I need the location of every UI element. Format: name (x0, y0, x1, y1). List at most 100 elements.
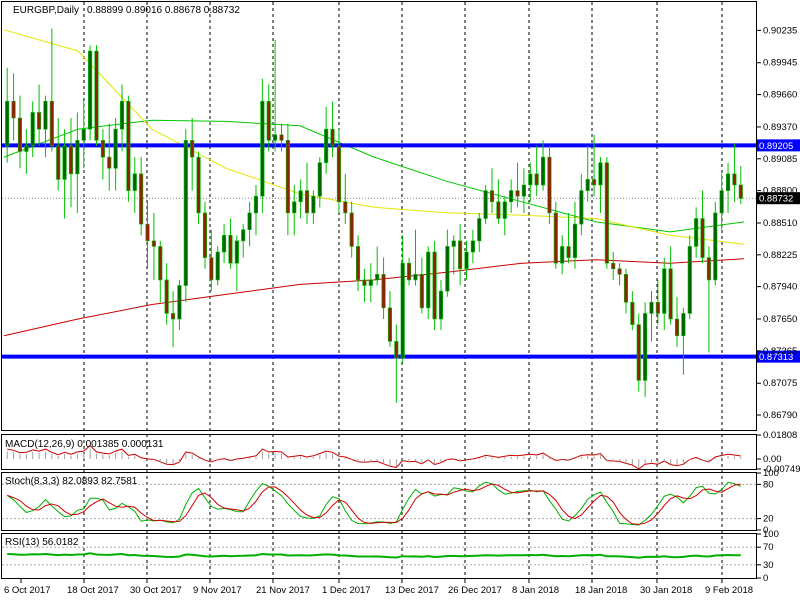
x-tick-label: 13 Dec 2017 (385, 585, 439, 596)
candle-body (126, 100, 131, 191)
candle-body (304, 190, 310, 214)
candle-body (215, 251, 220, 281)
chart-header-ohlc: 0.88899 0.89016 0.88678 0.88732 (87, 5, 240, 16)
x-tick-label: 6 Oct 2017 (4, 585, 50, 596)
candle-body (687, 246, 692, 314)
candle-body (579, 190, 584, 225)
candle-body (17, 117, 23, 152)
candle-body (37, 112, 42, 130)
x-tick-label: 21 Nov 2017 (256, 585, 310, 596)
stoch-tick-label: 0 (763, 525, 768, 536)
candle-body (234, 240, 239, 264)
candle-body (164, 279, 169, 314)
candle-body (375, 274, 380, 281)
candle-body (700, 218, 705, 258)
stoch-tick-label: 80 (763, 479, 774, 490)
candle-body (170, 313, 176, 320)
candle-body (592, 179, 597, 186)
candle-body (413, 274, 418, 281)
x-tick-label: 8 Jan 2018 (512, 585, 559, 596)
x-tick-label: 30 Jan 2018 (640, 585, 692, 596)
macd-tick-label: 0.01808 (763, 430, 797, 441)
stoch-label: Stoch(8,3,3) 82.0893 82.7581 (5, 476, 138, 487)
candle-body (292, 201, 297, 214)
candle-body (75, 140, 80, 175)
candle-body (649, 301, 654, 314)
candle-body (451, 240, 456, 247)
candle-body (509, 190, 514, 203)
candle-body (260, 100, 265, 197)
candle-body (528, 173, 533, 186)
rsi-tick-label: 100 (763, 529, 779, 540)
candle-body (139, 173, 144, 225)
candle-body (362, 279, 367, 286)
candle-body (5, 100, 10, 147)
price-tick-label: 0.90235 (763, 25, 797, 36)
price-tick-label: 0.88225 (763, 250, 797, 261)
stoch-d-line (7, 483, 741, 525)
candle-body (222, 234, 227, 253)
candle-body (572, 223, 578, 258)
candle-body (107, 156, 112, 169)
candle-body (738, 184, 743, 199)
candle-body (458, 240, 463, 270)
stoch-panel-frame (1, 472, 757, 531)
candle-body (534, 173, 539, 186)
candle-body (617, 268, 622, 275)
x-tick-label: 1 Dec 2017 (322, 585, 371, 596)
candle-body (713, 212, 718, 281)
price-tick-label: 0.89945 (763, 58, 797, 69)
candle-body (253, 195, 259, 214)
candle-body (674, 318, 680, 337)
candle-body (266, 100, 271, 141)
rsi-line (7, 552, 741, 559)
candle-body (521, 184, 526, 197)
x-tick-label: 9 Nov 2017 (193, 585, 242, 596)
rsi-tick-label: 70 (763, 542, 774, 553)
price-tick-label: 0.88800 (763, 186, 797, 197)
level-price-label: 0.87313 (759, 352, 793, 363)
price-tick-label: 0.89085 (763, 154, 797, 165)
candle-body (464, 251, 469, 270)
candle-body (438, 290, 444, 320)
candle-body (311, 195, 316, 214)
candle-body (477, 218, 482, 242)
candle-body (30, 112, 35, 147)
x-tick-label: 30 Oct 2017 (130, 585, 182, 596)
candle-body (719, 190, 724, 214)
candle-body (68, 145, 74, 175)
candle-body (113, 128, 118, 169)
candle-body (560, 246, 565, 264)
candle-body (343, 201, 348, 214)
candle-body (470, 240, 475, 253)
candle-body (662, 268, 667, 314)
candle-body (209, 257, 214, 281)
price-tick-label: 0.87365 (763, 346, 797, 357)
candle-body (145, 223, 150, 242)
candle-body (566, 246, 571, 258)
candle-body (598, 162, 603, 186)
stoch-k-line (6, 481, 742, 526)
candle-body (177, 285, 182, 320)
candle-body (56, 145, 61, 180)
candle-body (43, 100, 48, 130)
stoch-tick-label: 20 (763, 514, 774, 525)
candle-body (445, 246, 450, 292)
candle-body (604, 162, 609, 264)
macd-panel-frame (1, 434, 757, 470)
candle-body (279, 134, 284, 141)
candle-body (611, 262, 616, 270)
candle-body (11, 100, 16, 119)
candle-body (426, 251, 431, 309)
x-tick-label: 18 Jan 2018 (575, 585, 627, 596)
candle-body (132, 173, 137, 191)
candle-body (119, 100, 125, 130)
candle-body (636, 324, 641, 381)
candle-body (100, 140, 105, 158)
candle-body (643, 313, 648, 381)
price-tick-label: 0.89660 (763, 90, 797, 101)
candle-body (668, 268, 673, 320)
candle-body (489, 190, 495, 203)
candle-body (432, 251, 437, 320)
